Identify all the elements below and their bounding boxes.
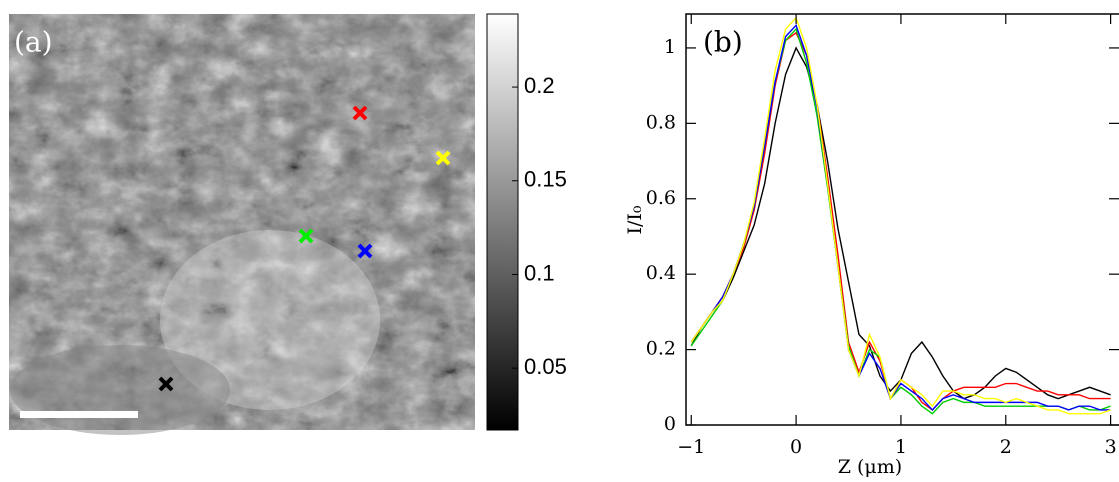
colorbar-tick-label: 0.05 <box>524 354 567 379</box>
scale-bar <box>20 411 138 418</box>
x-tick-label: −1 <box>677 436 705 458</box>
marker-red <box>352 105 368 121</box>
y-tick-label: 0 <box>664 413 676 435</box>
panel-label: (a) <box>14 26 53 59</box>
data-line <box>690 16 1111 415</box>
y-tick-label: 0.2 <box>646 338 676 360</box>
markers <box>158 105 451 392</box>
marker-green <box>298 228 314 244</box>
data-line <box>690 31 1111 411</box>
y-tick-label: 0.4 <box>646 262 676 284</box>
x-tick-label: 2 <box>1000 436 1012 458</box>
marker-yellow <box>435 150 451 166</box>
y-tick-label: 0.8 <box>646 111 676 133</box>
plot-frame <box>685 13 1119 426</box>
colorbar <box>486 13 519 431</box>
marker-blue <box>357 243 373 259</box>
x-axis-label: Z (μm) <box>838 456 902 478</box>
bright-region <box>160 230 380 410</box>
dark-region <box>10 345 230 435</box>
plot-area <box>690 16 1111 415</box>
colorbar-tick-label: 0.1 <box>524 260 555 285</box>
x-tick-label: 0 <box>790 436 802 458</box>
y-axis-label: I/I₀ <box>624 205 646 234</box>
data-line <box>690 23 1111 411</box>
panel-label: (b) <box>703 26 743 59</box>
marker-black <box>158 376 174 392</box>
colorbar-tick-label: 0.15 <box>524 167 567 192</box>
data-line <box>690 27 1111 415</box>
y-tick-label: 0.6 <box>646 187 676 209</box>
data-line <box>690 46 1111 400</box>
x-tick-label: 3 <box>1105 436 1117 458</box>
colorbar-tick-label: 0.2 <box>524 73 555 98</box>
x-tick-label: 1 <box>895 436 907 458</box>
micrograph <box>9 14 475 435</box>
y-tick-label: 1 <box>664 36 676 58</box>
